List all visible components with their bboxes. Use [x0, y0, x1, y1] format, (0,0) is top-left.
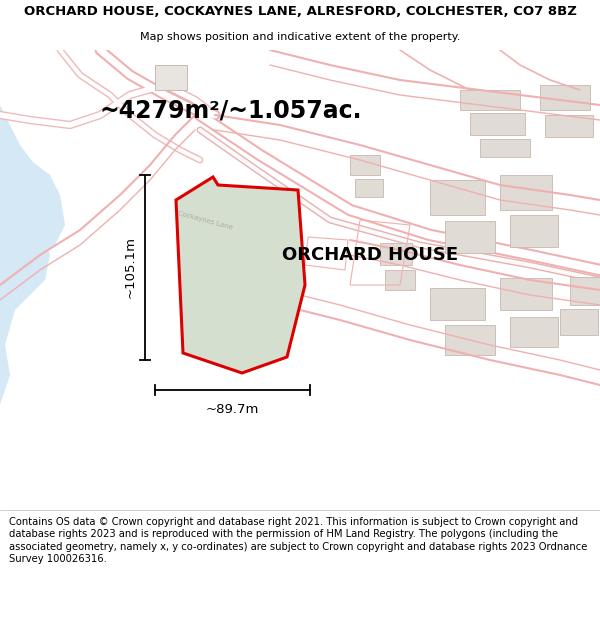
Text: Cockaynes Lane: Cockaynes Lane [177, 210, 233, 230]
Bar [155, 65, 187, 90]
Polygon shape [0, 105, 50, 405]
Bar [480, 139, 530, 157]
Bar [570, 277, 600, 305]
Bar [510, 215, 558, 247]
Bar [430, 180, 485, 215]
Text: ~89.7m: ~89.7m [206, 403, 259, 416]
Text: ~105.1m: ~105.1m [124, 236, 137, 299]
Bar [445, 325, 495, 355]
Text: Map shows position and indicative extent of the property.: Map shows position and indicative extent… [140, 32, 460, 43]
Bar [385, 270, 415, 290]
Text: ORCHARD HOUSE, COCKAYNES LANE, ALRESFORD, COLCHESTER, CO7 8BZ: ORCHARD HOUSE, COCKAYNES LANE, ALRESFORD… [23, 4, 577, 18]
Bar [380, 243, 412, 265]
Bar [470, 113, 525, 135]
Bar [355, 179, 383, 197]
Text: ~4279m²/~1.057ac.: ~4279m²/~1.057ac. [100, 98, 362, 122]
Bar [540, 85, 590, 110]
Bar [460, 90, 520, 110]
Bar [445, 221, 495, 253]
Text: ORCHARD HOUSE: ORCHARD HOUSE [282, 246, 458, 264]
Polygon shape [0, 155, 65, 265]
Bar [545, 115, 593, 137]
Bar [350, 155, 380, 175]
Bar [500, 175, 552, 210]
Bar [430, 288, 485, 320]
Bar [510, 317, 558, 347]
Text: Contains OS data © Crown copyright and database right 2021. This information is : Contains OS data © Crown copyright and d… [9, 517, 587, 564]
Bar [500, 278, 552, 310]
Polygon shape [176, 177, 305, 373]
Bar [560, 309, 598, 335]
